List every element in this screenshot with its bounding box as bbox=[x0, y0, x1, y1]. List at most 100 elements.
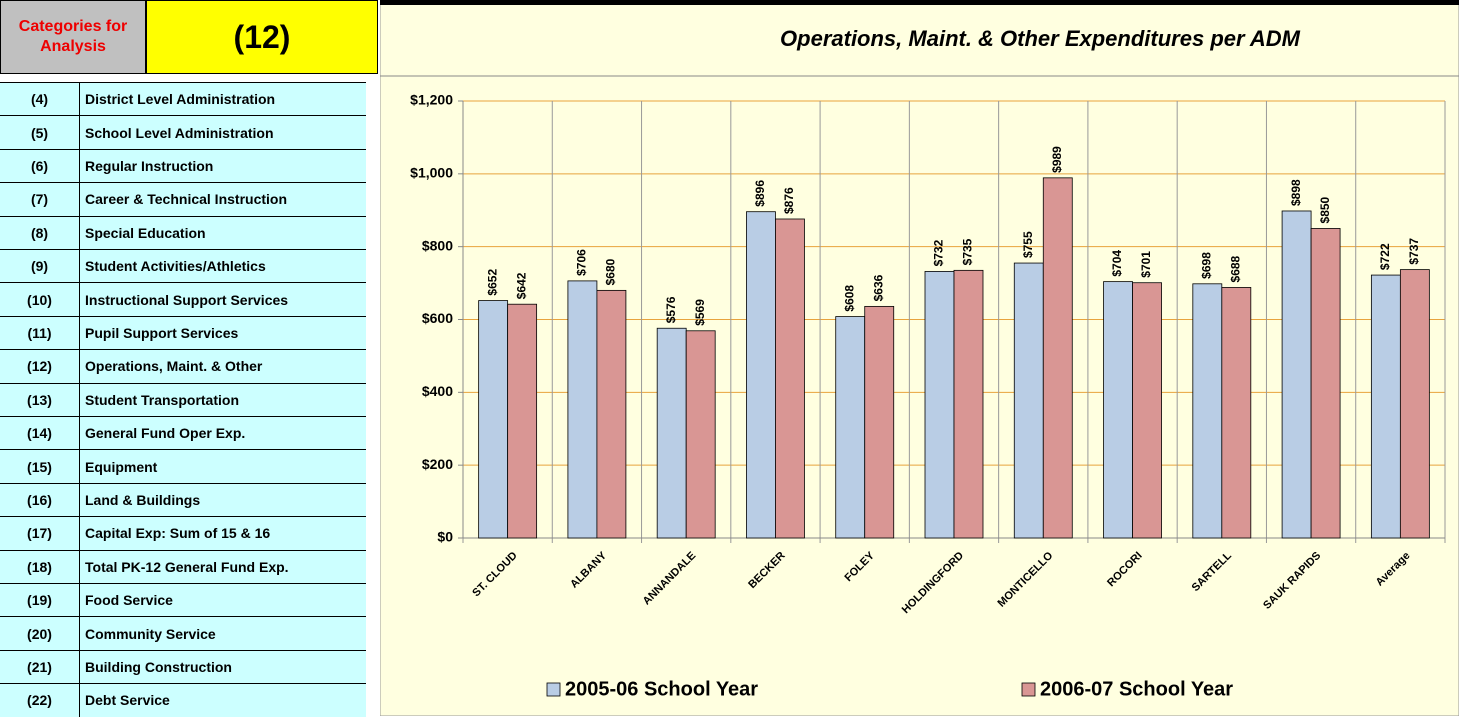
category-row[interactable]: (20) Community Service bbox=[0, 616, 366, 650]
legend-swatch bbox=[1021, 682, 1036, 697]
category-label: General Fund Oper Exp. bbox=[85, 425, 246, 442]
category-number: (17) bbox=[0, 517, 80, 550]
category-row[interactable]: (19) Food Service bbox=[0, 583, 366, 617]
panel-header: Categories for Analysis bbox=[0, 0, 146, 74]
category-row[interactable]: (4) District Level Administration bbox=[0, 82, 366, 116]
category-label: District Level Administration bbox=[85, 91, 276, 108]
selected-category: (12) bbox=[146, 0, 378, 74]
bar bbox=[746, 211, 776, 539]
category-label: Student Transportation bbox=[85, 391, 239, 408]
category-label: Operations, Maint. & Other bbox=[85, 358, 263, 375]
category-number: (6) bbox=[0, 149, 80, 183]
category-number: (8) bbox=[0, 216, 80, 249]
category-number: (22) bbox=[0, 684, 80, 717]
bar bbox=[1192, 283, 1223, 539]
data-label: $706 bbox=[575, 249, 589, 276]
data-label: $898 bbox=[1289, 179, 1303, 206]
category-number: (13) bbox=[0, 383, 80, 416]
bar bbox=[478, 300, 509, 539]
bar bbox=[656, 327, 687, 539]
data-label: $652 bbox=[485, 269, 499, 296]
y-tick-label: $1,200 bbox=[410, 92, 453, 108]
bar bbox=[1221, 287, 1252, 539]
data-label: $688 bbox=[1228, 255, 1242, 282]
category-row[interactable]: (8) Special Education bbox=[0, 215, 366, 249]
bar bbox=[775, 218, 805, 539]
category-label: Equipment bbox=[85, 458, 158, 475]
category-number: (19) bbox=[0, 584, 80, 617]
category-label: Pupil Support Services bbox=[85, 324, 239, 341]
category-label: School Level Administration bbox=[85, 124, 274, 141]
category-row[interactable]: (15) Equipment bbox=[0, 449, 366, 483]
category-row[interactable]: (6) Regular Instruction bbox=[0, 148, 366, 183]
category-row[interactable]: (10) Instructional Support Services bbox=[0, 282, 366, 316]
chart: Operations, Maint. & Other Expenditures … bbox=[380, 0, 1459, 716]
data-label: $701 bbox=[1139, 251, 1153, 278]
category-number: (5) bbox=[0, 116, 80, 149]
category-label: Land & Buildings bbox=[85, 491, 201, 508]
category-label: Food Service bbox=[85, 592, 173, 609]
category-number: (4) bbox=[0, 83, 80, 116]
bar bbox=[1310, 228, 1341, 539]
category-row[interactable]: (5) School Level Administration bbox=[0, 115, 366, 149]
data-label: $608 bbox=[842, 285, 856, 312]
category-number: (10) bbox=[0, 283, 80, 316]
bar bbox=[1013, 262, 1044, 539]
category-panel: Categories for Analysis (12) (4) District… bbox=[0, 0, 378, 717]
y-tick-label: $800 bbox=[422, 237, 453, 253]
category-label: Debt Service bbox=[85, 692, 170, 709]
category-number: (18) bbox=[0, 550, 80, 583]
data-label: $850 bbox=[1318, 196, 1332, 223]
category-number: (9) bbox=[0, 250, 80, 283]
data-label: $755 bbox=[1021, 231, 1035, 258]
category-row[interactable]: (7) Career & Technical Instruction bbox=[0, 182, 366, 216]
category-number: (12) bbox=[0, 350, 80, 383]
data-label: $704 bbox=[1110, 250, 1124, 277]
category-row[interactable]: (13) Student Transportation bbox=[0, 382, 366, 416]
bar bbox=[1103, 281, 1133, 539]
category-row[interactable]: (22) Debt Service bbox=[0, 683, 366, 717]
category-label: Career & Technical Instruction bbox=[85, 191, 288, 208]
category-label: Building Construction bbox=[85, 658, 232, 675]
y-tick-label: $0 bbox=[437, 529, 453, 545]
category-number: (21) bbox=[0, 650, 80, 684]
category-row[interactable]: (18) Total PK-12 General Fund Exp. bbox=[0, 549, 366, 583]
data-label: $642 bbox=[514, 272, 528, 299]
category-row[interactable]: (17) Capital Exp: Sum of 15 & 16 bbox=[0, 516, 366, 550]
top-border bbox=[380, 0, 1459, 5]
category-label: Total PK-12 General Fund Exp. bbox=[85, 558, 289, 575]
category-number: (11) bbox=[0, 316, 80, 350]
data-label: $569 bbox=[693, 299, 707, 326]
bar bbox=[1042, 177, 1073, 539]
y-tick-label: $1,000 bbox=[410, 165, 453, 181]
category-label: Instructional Support Services bbox=[85, 291, 289, 308]
category-label: Capital Exp: Sum of 15 & 16 bbox=[85, 525, 271, 542]
category-row[interactable]: (12) Operations, Maint. & Other bbox=[0, 349, 366, 383]
y-tick-label: $200 bbox=[422, 456, 453, 472]
category-row[interactable]: (16) Land & Buildings bbox=[0, 482, 366, 517]
y-tick-label: $400 bbox=[422, 383, 453, 399]
category-label: Special Education bbox=[85, 224, 206, 241]
data-label: $576 bbox=[664, 296, 678, 323]
bar bbox=[1370, 274, 1401, 539]
bar bbox=[567, 280, 598, 539]
bar bbox=[507, 303, 538, 539]
legend-swatch bbox=[546, 682, 561, 697]
bar bbox=[924, 271, 955, 539]
category-row[interactable]: (11) Pupil Support Services bbox=[0, 315, 366, 350]
chart-title: Operations, Maint. & Other Expenditures … bbox=[780, 26, 1301, 51]
data-label: $737 bbox=[1407, 238, 1421, 265]
category-row[interactable]: (9) Student Activities/Athletics bbox=[0, 249, 366, 283]
chart-background bbox=[380, 0, 1459, 716]
category-label: Regular Instruction bbox=[85, 157, 214, 174]
category-row[interactable]: (21) Building Construction bbox=[0, 649, 366, 684]
bar bbox=[596, 289, 627, 539]
legend-label: 2006-07 School Year bbox=[1040, 678, 1233, 700]
bar bbox=[685, 330, 716, 539]
bar bbox=[864, 305, 895, 539]
data-label: $989 bbox=[1050, 146, 1064, 173]
data-label: $722 bbox=[1378, 243, 1392, 270]
data-label: $735 bbox=[961, 238, 975, 265]
category-row[interactable]: (14) General Fund Oper Exp. bbox=[0, 416, 366, 450]
data-label: $698 bbox=[1199, 252, 1213, 279]
